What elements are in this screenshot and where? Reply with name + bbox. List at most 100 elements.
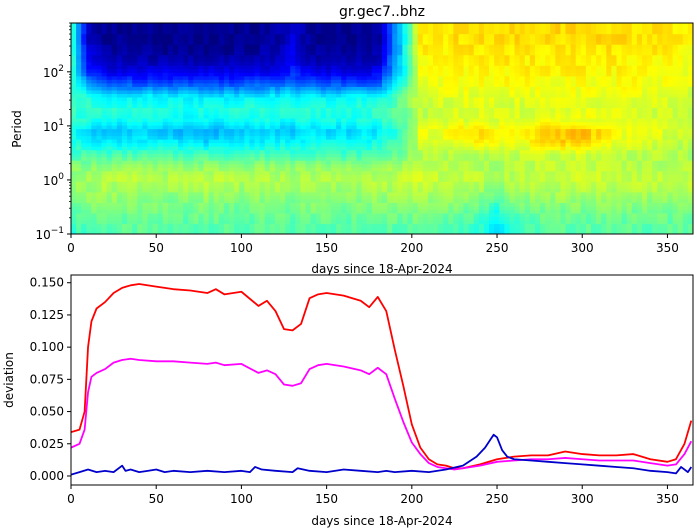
heatmap-cell — [290, 117, 296, 123]
heatmap-cell — [468, 146, 475, 151]
heatmap-cell — [91, 75, 98, 80]
heatmap-cell — [172, 202, 179, 207]
heatmap-cell — [86, 96, 92, 101]
heatmap-cell — [422, 209, 429, 214]
heatmap-cell — [331, 198, 337, 203]
heatmap-cell — [402, 33, 409, 38]
heatmap-cell — [162, 110, 169, 116]
heatmap-cell — [427, 198, 434, 203]
heatmap-cell — [376, 167, 383, 172]
heatmap-cell — [254, 23, 261, 28]
heatmap-cell — [229, 209, 235, 214]
heatmap-cell — [223, 216, 230, 221]
heatmap-cell — [244, 96, 251, 101]
heatmap-cell — [188, 174, 194, 179]
heatmap-cell — [305, 114, 312, 119]
heatmap-cell — [341, 121, 347, 126]
heatmap-cell — [223, 209, 230, 214]
heatmap-cell — [397, 103, 403, 108]
heatmap-cell — [193, 219, 200, 225]
heatmap-cell — [422, 216, 429, 221]
heatmap-cell — [483, 26, 490, 31]
heatmap-cell — [193, 191, 200, 196]
heatmap-cell — [234, 23, 240, 28]
heatmap-cell — [71, 132, 77, 137]
heatmap-cell — [249, 100, 256, 105]
heatmap-cell — [438, 219, 444, 225]
heatmap-cell — [376, 100, 383, 105]
heatmap-cell — [239, 72, 245, 77]
heatmap-cell — [81, 121, 87, 126]
heatmap-cell — [371, 114, 378, 119]
heatmap-cell — [142, 177, 149, 182]
heatmap-cell — [172, 216, 179, 221]
heatmap-cell — [254, 160, 261, 165]
heatmap-cell — [142, 212, 149, 218]
heatmap-cell — [198, 163, 205, 168]
heatmap-cell — [356, 226, 363, 232]
heatmap-cell — [392, 209, 398, 214]
heatmap-cell — [290, 75, 296, 80]
heatmap-cell — [448, 223, 454, 228]
heatmap-cell — [346, 75, 353, 80]
heatmap-cell — [203, 219, 210, 225]
heatmap-cell — [448, 75, 454, 80]
heatmap-cell — [193, 223, 200, 228]
heatmap-cell — [254, 198, 261, 203]
heatmap-cell — [259, 124, 266, 130]
heatmap-cell — [249, 198, 256, 203]
heatmap-cell — [249, 142, 256, 147]
heatmap-cell — [132, 128, 138, 133]
heatmap-cell — [443, 195, 449, 200]
heatmap-cell — [274, 40, 281, 45]
heatmap-cell — [356, 103, 363, 108]
heatmap-cell — [76, 216, 82, 221]
heatmap-cell — [91, 30, 98, 35]
heatmap-cell — [259, 198, 266, 203]
heatmap-cell — [443, 82, 449, 87]
heatmap-cell — [213, 121, 220, 126]
heatmap-cell — [310, 160, 317, 165]
heatmap-cell — [310, 177, 317, 182]
heatmap-cell — [132, 117, 138, 123]
heatmap-cell — [397, 202, 403, 207]
heatmap-cell — [269, 209, 276, 214]
heatmap-cell — [341, 33, 347, 38]
heatmap-cell — [356, 149, 363, 154]
heatmap-cell — [427, 128, 434, 133]
heatmap-cell — [264, 146, 271, 151]
heatmap-cell — [142, 103, 149, 108]
heatmap-cell — [371, 223, 378, 228]
heatmap-cell — [387, 142, 393, 147]
heatmap-cell — [432, 30, 439, 35]
heatmap-cell — [489, 142, 495, 147]
heatmap-cell — [422, 167, 429, 172]
heatmap-cell — [402, 160, 409, 165]
heatmap-cell — [371, 209, 378, 214]
heatmap-cell — [346, 121, 353, 126]
heatmap-cell — [142, 54, 149, 59]
heatmap-cell — [116, 142, 123, 147]
heatmap-cell — [111, 191, 118, 196]
heatmap-cell — [417, 216, 424, 221]
heatmap-cell — [320, 33, 327, 38]
heatmap-cell — [178, 96, 184, 101]
heatmap-cell — [223, 153, 230, 158]
heatmap-cell — [351, 163, 358, 168]
heatmap-cell — [101, 198, 108, 203]
heatmap-cell — [280, 156, 286, 161]
heatmap-cell — [402, 107, 409, 112]
heatmap-cell — [116, 58, 123, 63]
heatmap-cell — [438, 26, 444, 31]
heatmap-cell — [188, 135, 194, 140]
heatmap-cell — [402, 51, 409, 56]
heatmap-cell — [152, 177, 159, 182]
heatmap-cell — [203, 23, 210, 28]
heatmap-cell — [116, 96, 123, 101]
heatmap-cell — [392, 167, 398, 172]
heatmap-cell — [116, 72, 123, 77]
heatmap-cell — [249, 128, 256, 133]
heatmap-cell — [371, 96, 378, 101]
heatmap-cell — [361, 33, 368, 38]
heatmap-cell — [198, 86, 205, 91]
